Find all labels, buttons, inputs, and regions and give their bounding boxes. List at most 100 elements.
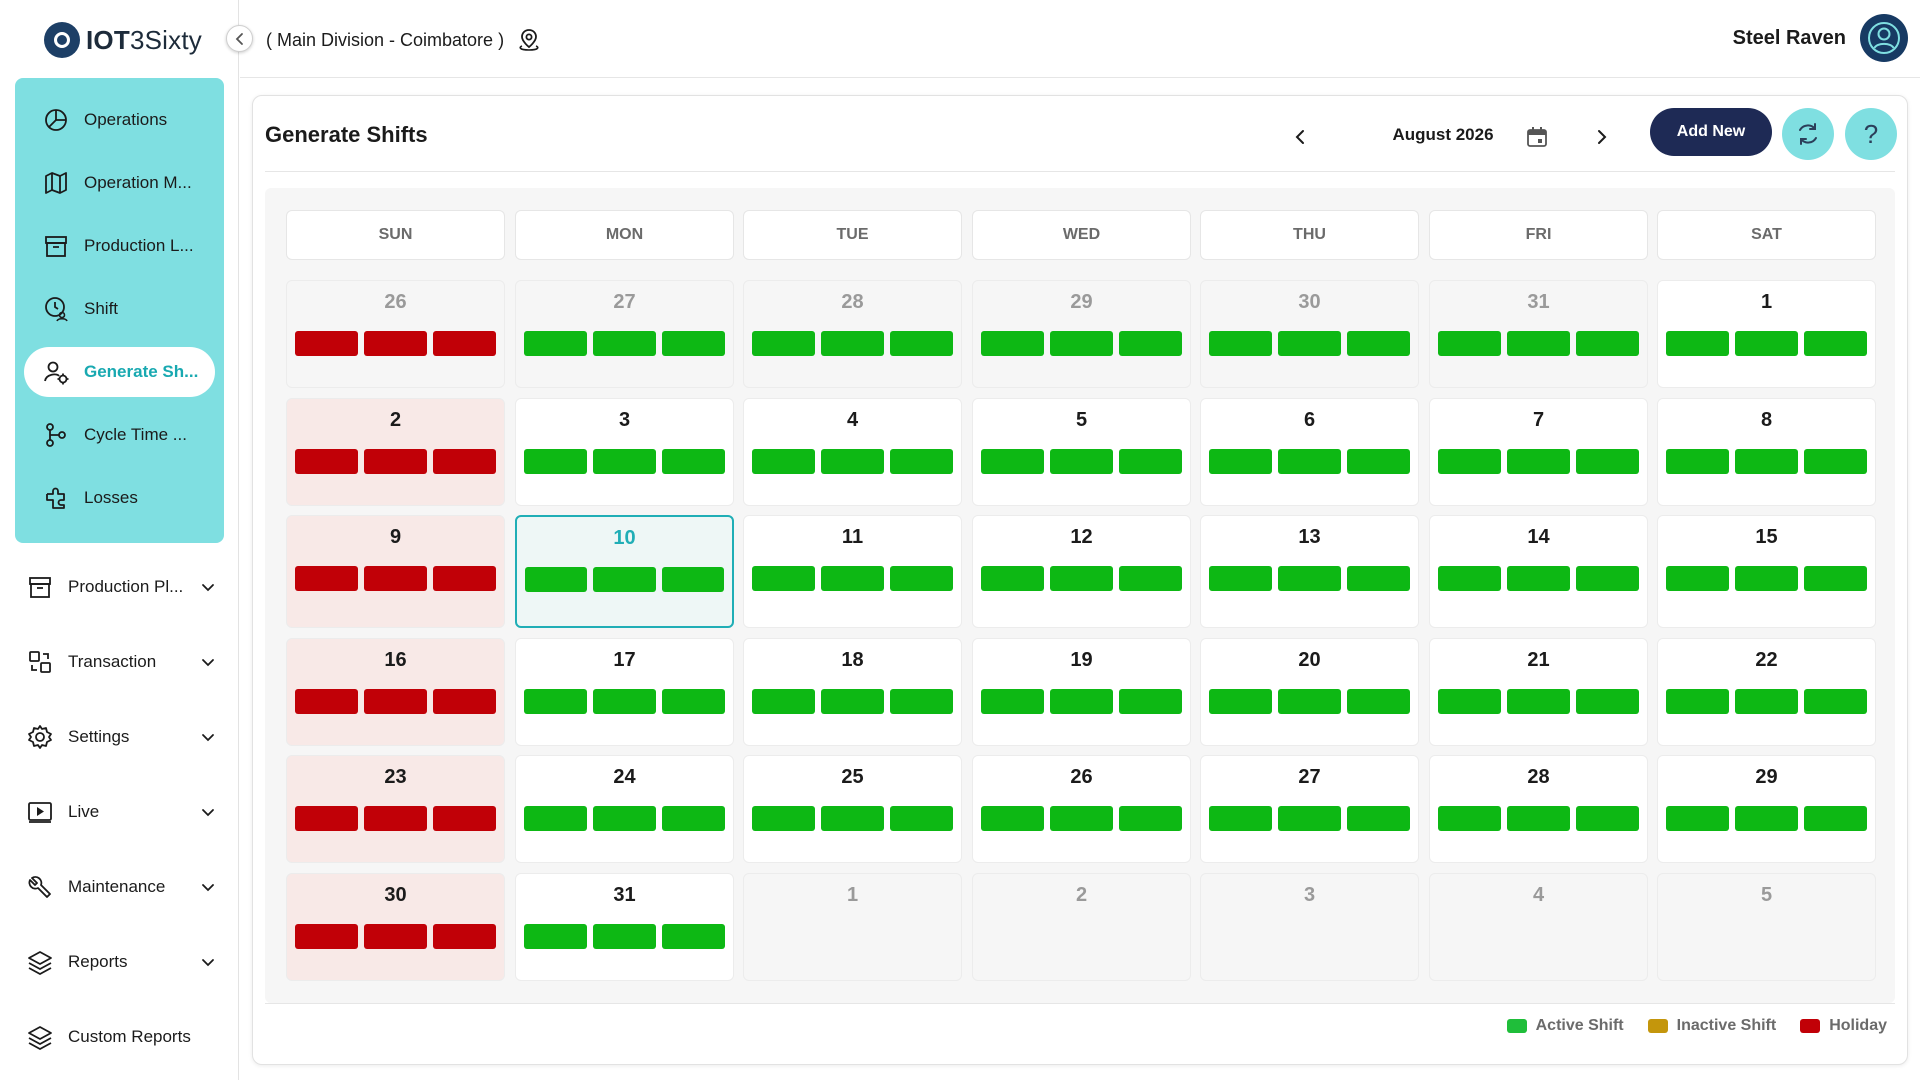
active-shift-bar[interactable] [1507, 689, 1570, 714]
active-shift-bar[interactable] [1666, 449, 1729, 474]
calendar-day[interactable]: 17 [515, 638, 734, 746]
active-shift-bar[interactable] [821, 566, 884, 591]
active-shift-bar[interactable] [821, 689, 884, 714]
active-shift-bar[interactable] [890, 449, 953, 474]
active-shift-bar[interactable] [890, 689, 953, 714]
submenu-item-operation-m[interactable]: Operation M... [24, 158, 215, 208]
active-shift-bar[interactable] [1804, 689, 1867, 714]
calendar-day[interactable]: 5 [1657, 873, 1876, 981]
add-new-button[interactable]: Add New [1650, 108, 1772, 156]
sidebar-item-transaction[interactable]: Transaction [26, 642, 216, 682]
active-shift-bar[interactable] [1507, 806, 1570, 831]
active-shift-bar[interactable] [593, 567, 656, 592]
active-shift-bar[interactable] [890, 331, 953, 356]
active-shift-bar[interactable] [1050, 449, 1113, 474]
active-shift-bar[interactable] [524, 331, 587, 356]
calendar-day[interactable]: 13 [1200, 515, 1419, 628]
holiday-shift-bar[interactable] [295, 689, 358, 714]
calendar-day[interactable]: 6 [1200, 398, 1419, 506]
active-shift-bar[interactable] [1576, 331, 1639, 356]
calendar-day[interactable]: 24 [515, 755, 734, 863]
active-shift-bar[interactable] [1438, 689, 1501, 714]
avatar[interactable] [1860, 14, 1908, 62]
calendar-day[interactable]: 15 [1657, 515, 1876, 628]
calendar-day[interactable]: 19 [972, 638, 1191, 746]
active-shift-bar[interactable] [1119, 689, 1182, 714]
active-shift-bar[interactable] [752, 806, 815, 831]
calendar-day[interactable]: 8 [1657, 398, 1876, 506]
submenu-item-cycle-time[interactable]: Cycle Time ... [24, 410, 215, 460]
active-shift-bar[interactable] [1050, 331, 1113, 356]
calendar-day[interactable]: 5 [972, 398, 1191, 506]
calendar-day[interactable]: 9 [286, 515, 505, 628]
active-shift-bar[interactable] [1666, 331, 1729, 356]
calendar-day[interactable]: 25 [743, 755, 962, 863]
holiday-shift-bar[interactable] [433, 806, 496, 831]
active-shift-bar[interactable] [1209, 566, 1272, 591]
calendar-day[interactable]: 2 [286, 398, 505, 506]
active-shift-bar[interactable] [1804, 806, 1867, 831]
active-shift-bar[interactable] [981, 566, 1044, 591]
active-shift-bar[interactable] [1507, 449, 1570, 474]
calendar-day[interactable]: 2 [972, 873, 1191, 981]
sidebar-item-settings[interactable]: Settings [26, 717, 216, 757]
calendar-day[interactable]: 20 [1200, 638, 1419, 746]
active-shift-bar[interactable] [1438, 806, 1501, 831]
holiday-shift-bar[interactable] [295, 924, 358, 949]
active-shift-bar[interactable] [1735, 689, 1798, 714]
calendar-day[interactable]: 21 [1429, 638, 1648, 746]
calendar-day[interactable]: 18 [743, 638, 962, 746]
holiday-shift-bar[interactable] [364, 689, 427, 714]
active-shift-bar[interactable] [524, 689, 587, 714]
submenu-item-operations[interactable]: Operations [24, 95, 215, 145]
calendar-day[interactable]: 29 [972, 280, 1191, 388]
submenu-item-generate-sh[interactable]: Generate Sh... [24, 347, 215, 397]
active-shift-bar[interactable] [1278, 689, 1341, 714]
active-shift-bar[interactable] [890, 806, 953, 831]
active-shift-bar[interactable] [662, 449, 725, 474]
active-shift-bar[interactable] [1438, 331, 1501, 356]
active-shift-bar[interactable] [1278, 331, 1341, 356]
active-shift-bar[interactable] [524, 806, 587, 831]
active-shift-bar[interactable] [661, 567, 724, 592]
calendar-day-today[interactable]: 10 [515, 515, 734, 628]
holiday-shift-bar[interactable] [433, 449, 496, 474]
next-month-button[interactable] [1586, 122, 1616, 152]
calendar-day[interactable]: 27 [1200, 755, 1419, 863]
active-shift-bar[interactable] [1576, 806, 1639, 831]
user-menu[interactable]: Steel Raven [1733, 14, 1908, 62]
active-shift-bar[interactable] [1209, 806, 1272, 831]
active-shift-bar[interactable] [1507, 331, 1570, 356]
calendar-day[interactable]: 14 [1429, 515, 1648, 628]
active-shift-bar[interactable] [1804, 331, 1867, 356]
holiday-shift-bar[interactable] [295, 566, 358, 591]
calendar-day[interactable]: 4 [1429, 873, 1648, 981]
active-shift-bar[interactable] [752, 566, 815, 591]
active-shift-bar[interactable] [1347, 331, 1410, 356]
calendar-day[interactable]: 26 [972, 755, 1191, 863]
holiday-shift-bar[interactable] [295, 449, 358, 474]
calendar-day[interactable]: 30 [1200, 280, 1419, 388]
holiday-shift-bar[interactable] [364, 331, 427, 356]
active-shift-bar[interactable] [662, 806, 725, 831]
calendar-day[interactable]: 30 [286, 873, 505, 981]
calendar-day[interactable]: 11 [743, 515, 962, 628]
submenu-item-production-l[interactable]: Production L... [24, 221, 215, 271]
sidebar-item-production-pl[interactable]: Production Pl... [26, 567, 216, 607]
active-shift-bar[interactable] [1050, 689, 1113, 714]
active-shift-bar[interactable] [1278, 449, 1341, 474]
active-shift-bar[interactable] [821, 331, 884, 356]
active-shift-bar[interactable] [752, 689, 815, 714]
holiday-shift-bar[interactable] [364, 566, 427, 591]
active-shift-bar[interactable] [1576, 449, 1639, 474]
holiday-shift-bar[interactable] [364, 924, 427, 949]
sidebar-item-maintenance[interactable]: Maintenance [26, 867, 216, 907]
holiday-shift-bar[interactable] [364, 806, 427, 831]
active-shift-bar[interactable] [1735, 566, 1798, 591]
sidebar-item-reports[interactable]: Reports [26, 942, 216, 982]
active-shift-bar[interactable] [593, 806, 656, 831]
active-shift-bar[interactable] [981, 806, 1044, 831]
submenu-item-shift[interactable]: Shift [24, 284, 215, 334]
active-shift-bar[interactable] [1209, 449, 1272, 474]
active-shift-bar[interactable] [1119, 331, 1182, 356]
